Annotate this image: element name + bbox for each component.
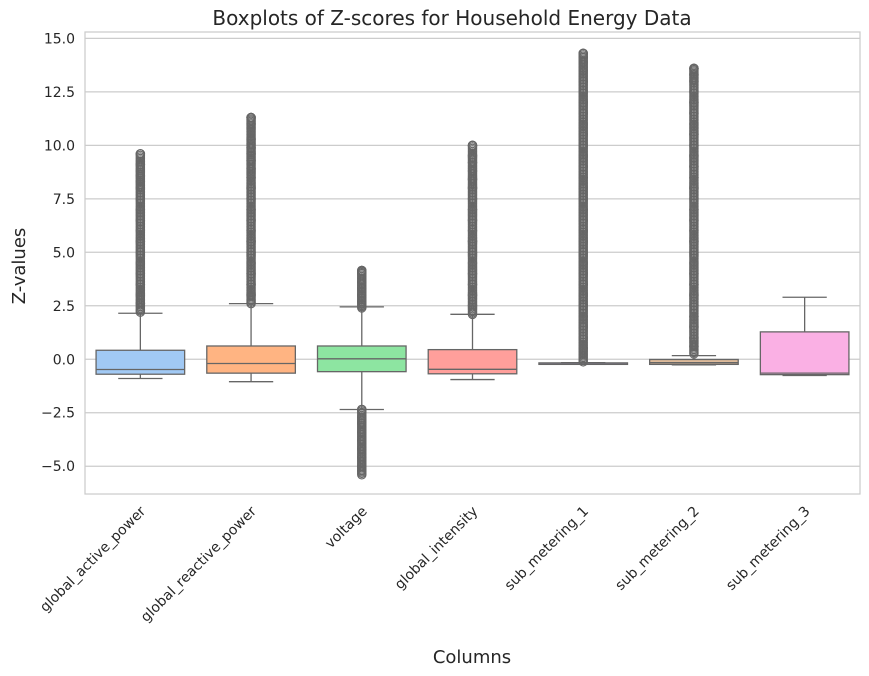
x-tick-label: voltage — [322, 504, 370, 552]
y-tick-labels: −5.0 −2.5 0.0 2.5 5.0 7.5 10.0 12.5 15.0 — [41, 31, 75, 475]
iqr-box — [759, 331, 850, 376]
iqr-box — [95, 349, 186, 375]
chart-title: Boxplots of Z-scores for Household Energ… — [212, 6, 691, 30]
y-tick-label: 7.5 — [53, 192, 75, 208]
box-group-global_reactive_power — [206, 112, 297, 383]
box-group-global_intensity — [427, 140, 518, 381]
outlier-point — [246, 112, 256, 123]
y-tick-label: −2.5 — [41, 406, 75, 422]
iqr-box — [427, 348, 518, 375]
x-tick-label: global_active_power — [37, 503, 149, 615]
x-axis-label: Columns — [433, 647, 511, 668]
box-group-global_active_power — [95, 149, 186, 380]
y-tick-label: −5.0 — [41, 459, 75, 475]
x-tick-label: sub_metering_2 — [612, 504, 702, 594]
x-tick-label: sub_metering_3 — [723, 504, 813, 594]
y-axis-label: Z-values — [9, 228, 30, 305]
outlier-point — [357, 404, 367, 415]
box-group-sub_metering_1 — [538, 48, 629, 367]
iqr-box — [648, 358, 739, 366]
plot-frame — [84, 31, 861, 495]
box-group-voltage — [316, 265, 407, 480]
x-tick-label: sub_metering_1 — [502, 504, 592, 594]
outlier-point — [467, 140, 478, 151]
y-tick-label: 15.0 — [44, 31, 75, 47]
x-tick-label: global_reactive_power — [138, 503, 260, 625]
outlier-point — [689, 63, 699, 74]
box-group-sub_metering_2 — [648, 63, 739, 366]
outlier-point — [578, 48, 588, 59]
outlier-point — [135, 149, 146, 159]
y-tick-label: 12.5 — [44, 85, 75, 101]
y-tick-label: 5.0 — [53, 245, 75, 261]
x-tick-label: global_intensity — [392, 504, 481, 593]
x-tick-labels: global_active_powerglobal_reactive_power… — [37, 503, 813, 625]
plot-area — [95, 48, 850, 480]
y-tick-label: 10.0 — [44, 138, 75, 154]
box-group-sub_metering_3 — [759, 296, 850, 377]
outlier-point — [357, 265, 367, 276]
y-tick-label: 0.0 — [53, 352, 75, 368]
iqr-box — [206, 345, 297, 374]
y-tick-label: 2.5 — [53, 299, 75, 315]
